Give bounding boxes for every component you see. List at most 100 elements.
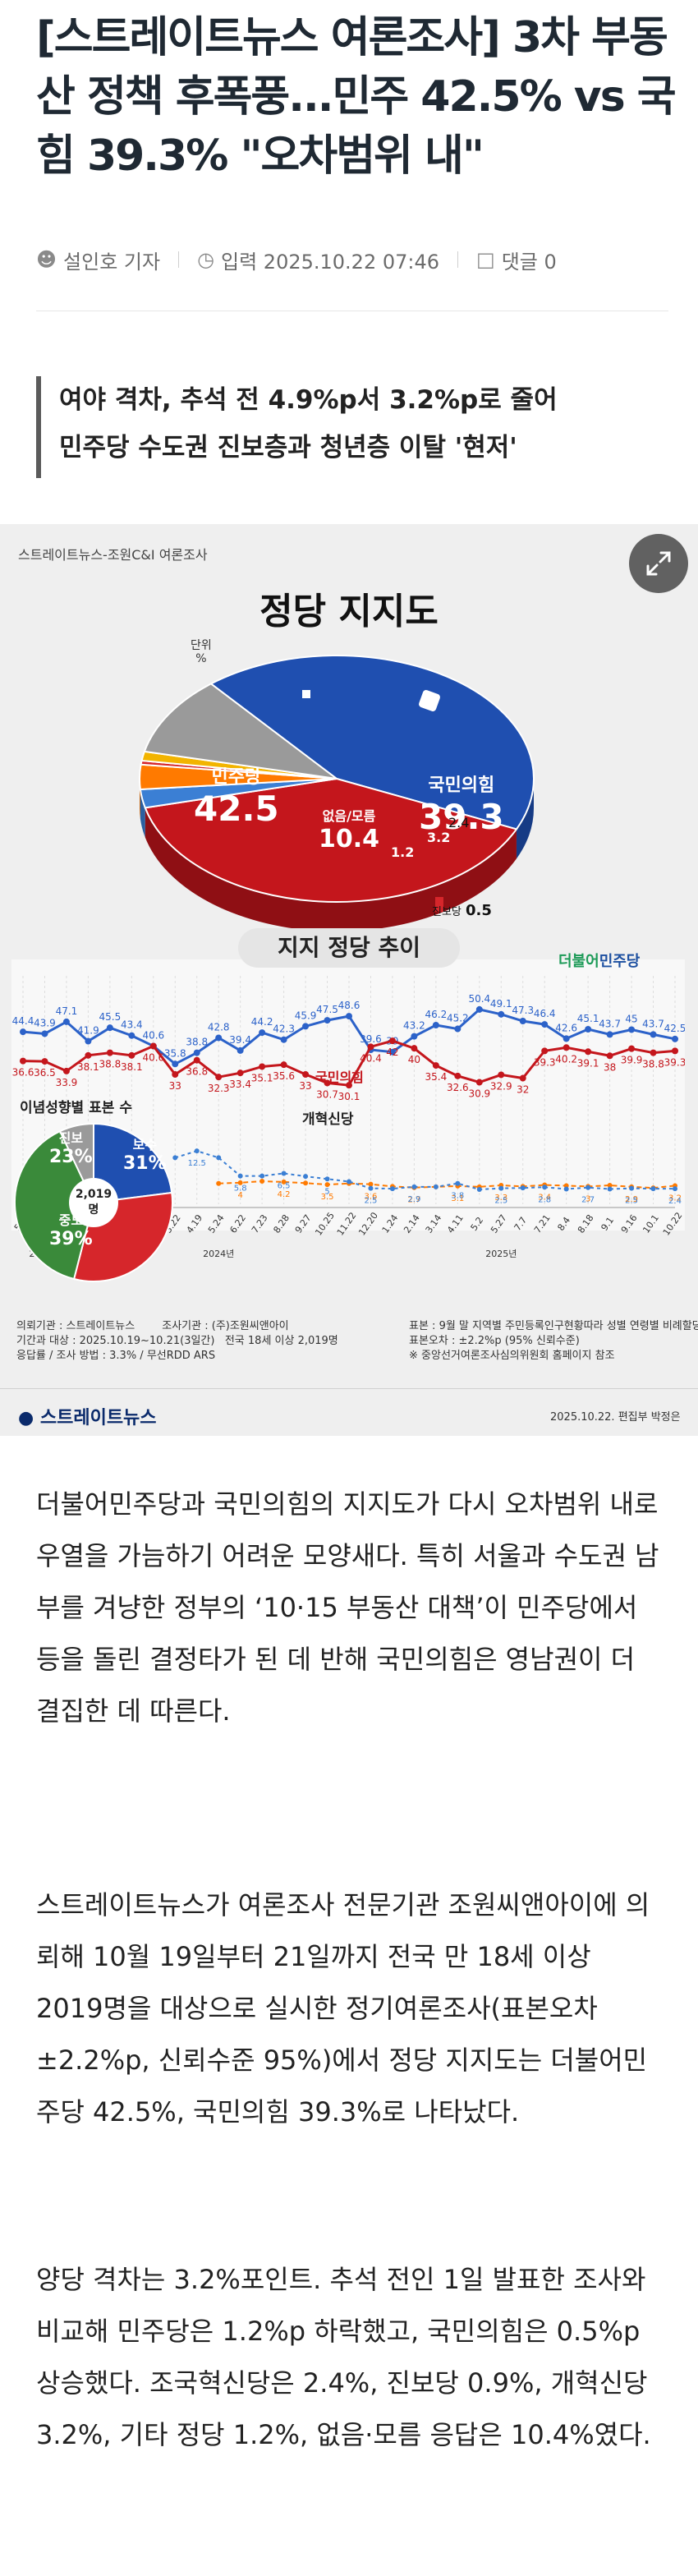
value-label: 35.6 [273,1070,295,1082]
value-label: 3.6 [365,1193,378,1202]
value-label: 42.5 [664,1023,685,1034]
point-더불어민주당 [280,1036,287,1043]
value-label: 38.8 [99,1059,122,1070]
meta-divider [178,251,180,268]
value-label: 3.1 [451,1194,464,1203]
figure-source: 스트레이트뉴스-조원C&I 여론조사 [18,547,208,563]
pie-label-name: 진보당 [432,906,462,918]
pie-label-name: 민주당 [211,767,262,788]
point-국민의힘 [628,1045,636,1052]
value-label: 30.7 [316,1088,338,1100]
point-국민의힘 [519,1074,526,1082]
point-더불어민주당 [411,1033,418,1040]
value-label: 6.5 [278,1181,291,1190]
point-국민의힘 [411,1045,418,1052]
ideology-title: 이념성향별 표본 수 [20,1100,132,1116]
value-label: 38.8 [186,1037,208,1048]
pie-label-rebuild: 2.4 [448,815,469,830]
ideology-name: 보수 [132,1137,158,1152]
ideology-sample-size: 2,019명 [75,1188,113,1217]
value-label: 2.7 [407,1196,420,1205]
pie-slice-없음/모름 [143,683,340,780]
value-label: 39.4 [229,1034,251,1046]
point-더불어민주당 [324,1017,331,1024]
point-국민의힘 [650,1049,657,1056]
pie-side-조국혁신당 [140,789,145,838]
value-label: 4 [237,1191,242,1200]
point-국민의힘 [259,1063,266,1070]
point-조국혁신당 [476,1187,482,1192]
value-label: 2.7 [581,1196,595,1205]
value-label: 40.6 [142,1029,164,1041]
point-국민의힘 [193,1056,200,1064]
point-조국혁신당 [368,1185,374,1191]
trend-reform-label: 개혁신당 [302,1111,354,1128]
value-label: 3.2 [668,1194,682,1203]
point-국민의힘 [367,1043,374,1051]
value-label: 35.1 [251,1072,273,1083]
value-label: 32.3 [208,1083,230,1094]
value-label: 38.8 [642,1059,664,1070]
clock-icon: ◷ [197,248,215,271]
point-더불어민주당 [672,1035,678,1042]
point-조국혁신당 [324,1176,330,1182]
value-label: 44.2 [251,1016,273,1028]
meta-divider [457,251,459,268]
ideology-pie [14,1122,173,1282]
value-label: 45.5 [99,1011,122,1023]
value-label: 38 [604,1061,616,1073]
value-label: 2.9 [625,1195,638,1204]
pie-label-name: 국민의힘 [428,775,495,796]
point-더불어민주당 [346,1013,352,1020]
point-더불어민주당 [498,1010,505,1018]
point-국민의힘 [149,1042,157,1050]
point-개혁신당 [607,1183,613,1188]
footer-right: 표본 : 9월 말 지역별 주민등록인구현황따라 성별 연령별 비례할당 표본오… [409,1320,698,1362]
ideology-value: 31% [123,1153,167,1174]
point-조국혁신당 [216,1155,222,1161]
point-더불어민주당 [541,1021,549,1028]
point-국민의힘 [454,1072,462,1079]
point-더불어민주당 [128,1032,135,1039]
expand-image-button[interactable] [629,534,688,593]
value-label: 38.1 [121,1061,143,1073]
value-label: 36.8 [186,1066,208,1078]
value-label: 33 [169,1080,181,1092]
point-국민의힘 [280,1061,287,1069]
value-label: 5.8 [234,1184,247,1194]
value-label: 35.8 [164,1047,186,1059]
author[interactable]: 설인호 기자 [63,250,161,274]
trend-title: 지지 정당 추이 [238,928,460,968]
point-더불어민주당 [215,1034,223,1042]
comment-icon[interactable]: □ [476,248,495,271]
value-label: 42.3 [273,1024,295,1035]
brand-logo: ● 스트레이트뉴스 [18,1408,157,1428]
value-label: 40.4 [360,1052,382,1064]
value-label: 30.1 [338,1091,360,1102]
point-조국혁신당 [542,1184,548,1190]
value-label: 39.1 [577,1057,599,1069]
value-label: 36.6 [12,1067,34,1079]
point-개혁신당 [216,1180,222,1186]
point-조국혁신당 [281,1171,287,1176]
point-조국혁신당 [520,1185,526,1191]
value-label: 2.8 [538,1195,551,1204]
point-국민의힘 [172,1071,179,1078]
series-line-조국혁신당 [174,1150,675,1191]
value-label: 2.5 [625,1197,638,1206]
point-더불어민주당 [606,1031,613,1038]
point-국민의힘 [475,1079,483,1086]
pie-unit: 단위 % [191,639,212,665]
trend-legend: 더불어민주당 [558,950,640,971]
value-label: 43.2 [403,1020,425,1032]
point-개혁신당 [259,1179,265,1184]
comment-count[interactable]: 댓글 0 [501,250,557,274]
pie-label-value: 39.3 [419,797,504,837]
value-label: 42.8 [208,1021,230,1033]
value-label: 49.1 [490,998,512,1010]
party-support-pie [139,655,535,932]
series-line-개혁신당 [218,1180,676,1189]
value-label: 41.9 [77,1025,99,1037]
pie-label-name: 없음/모름 [322,808,376,824]
point-더불어민주당 [519,1018,526,1024]
